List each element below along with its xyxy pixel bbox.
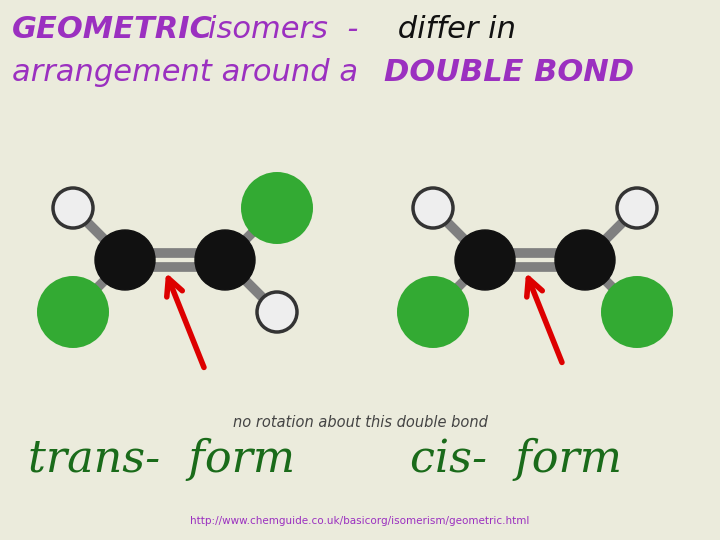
Circle shape — [601, 276, 673, 348]
Circle shape — [95, 230, 155, 290]
Text: cis-  form: cis- form — [410, 438, 622, 481]
Circle shape — [413, 188, 453, 228]
Text: trans-  form: trans- form — [28, 438, 295, 481]
Text: DOUBLE BOND: DOUBLE BOND — [384, 58, 634, 87]
Text: isomers  -: isomers - — [208, 15, 359, 44]
Circle shape — [455, 230, 515, 290]
Text: arrangement around a: arrangement around a — [12, 58, 358, 87]
Circle shape — [397, 276, 469, 348]
Text: no rotation about this double bond: no rotation about this double bond — [233, 415, 487, 430]
Text: http://www.chemguide.co.uk/basicorg/isomerism/geometric.html: http://www.chemguide.co.uk/basicorg/isom… — [190, 516, 530, 526]
Circle shape — [617, 188, 657, 228]
Circle shape — [53, 188, 93, 228]
Circle shape — [195, 230, 255, 290]
Text: GEOMETRIC: GEOMETRIC — [12, 15, 213, 44]
Circle shape — [241, 172, 313, 244]
Circle shape — [555, 230, 615, 290]
Text: differ in: differ in — [388, 15, 516, 44]
Circle shape — [257, 292, 297, 332]
Circle shape — [37, 276, 109, 348]
